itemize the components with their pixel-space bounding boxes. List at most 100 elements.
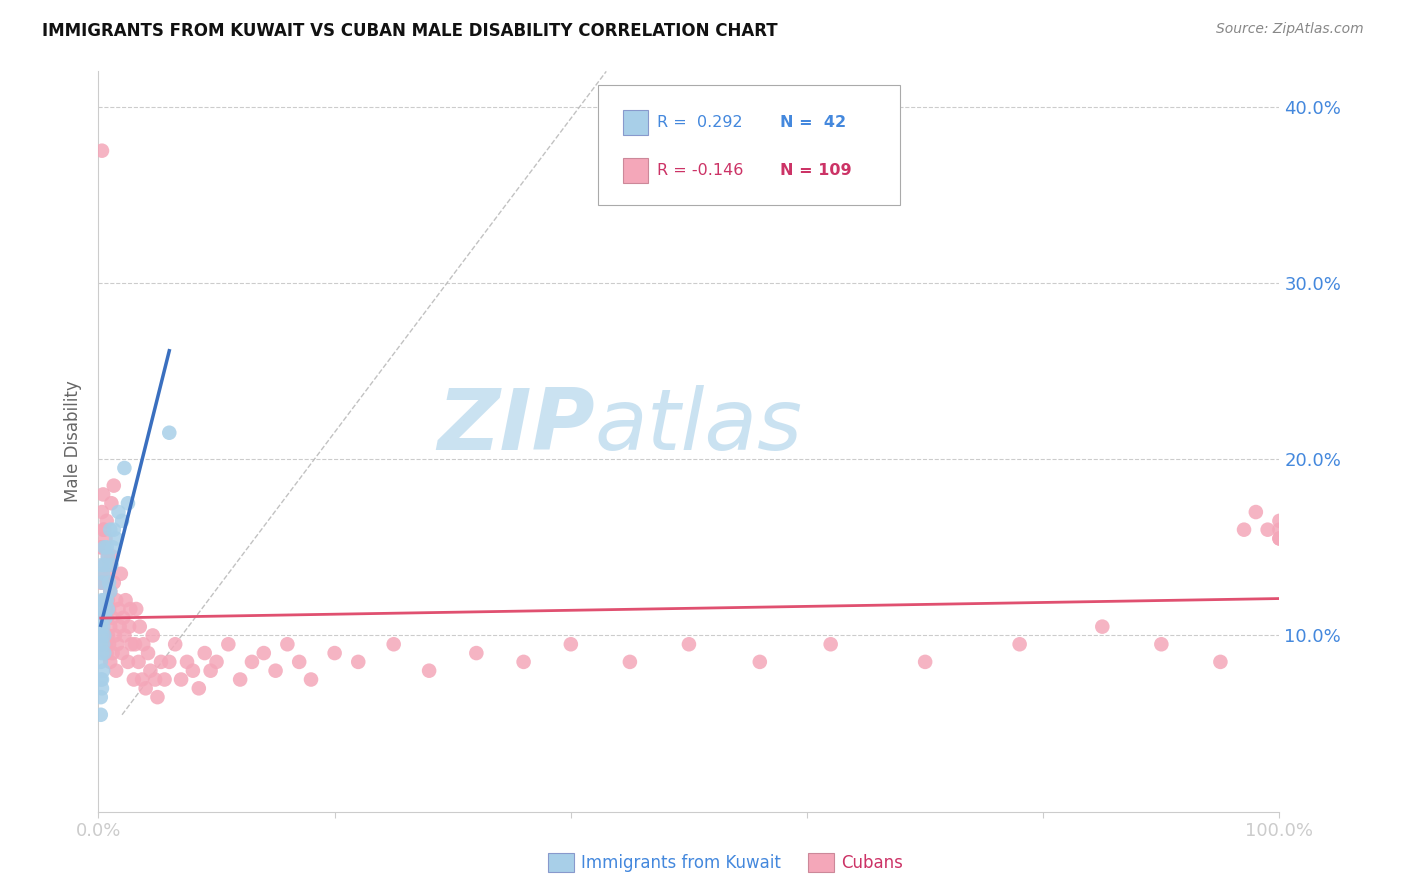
Point bbox=[93, 593, 115, 607]
Point bbox=[914, 655, 936, 669]
Point bbox=[112, 611, 135, 625]
Point bbox=[128, 619, 150, 633]
Point bbox=[118, 619, 141, 633]
Point bbox=[98, 558, 121, 572]
Point bbox=[465, 646, 488, 660]
Point bbox=[97, 549, 120, 563]
Point bbox=[90, 707, 112, 722]
Point bbox=[93, 558, 115, 572]
Point bbox=[91, 575, 114, 590]
Point bbox=[117, 496, 139, 510]
Point bbox=[143, 673, 166, 687]
Point bbox=[131, 673, 153, 687]
Point bbox=[181, 664, 204, 678]
Point bbox=[91, 619, 114, 633]
Text: atlas: atlas bbox=[595, 385, 803, 468]
Point bbox=[111, 514, 134, 528]
Point bbox=[122, 673, 145, 687]
Point bbox=[125, 602, 148, 616]
Point bbox=[98, 523, 121, 537]
Point bbox=[142, 628, 165, 642]
Point bbox=[157, 655, 180, 669]
Point bbox=[91, 681, 114, 696]
Point bbox=[91, 637, 114, 651]
Point bbox=[97, 549, 120, 563]
Point bbox=[93, 593, 115, 607]
Point bbox=[93, 541, 115, 555]
Point bbox=[124, 637, 146, 651]
Point bbox=[97, 602, 120, 616]
Point bbox=[110, 566, 132, 581]
Point bbox=[120, 602, 142, 616]
Point bbox=[105, 532, 128, 546]
Point bbox=[90, 690, 112, 705]
Point bbox=[91, 628, 114, 642]
Point bbox=[418, 664, 440, 678]
Point bbox=[90, 575, 112, 590]
Point bbox=[139, 664, 162, 678]
Point bbox=[1091, 619, 1114, 633]
Point bbox=[112, 628, 135, 642]
Point bbox=[187, 681, 209, 696]
Point bbox=[146, 690, 169, 705]
Point bbox=[98, 575, 121, 590]
Point bbox=[347, 655, 370, 669]
Point bbox=[153, 673, 176, 687]
Point bbox=[98, 637, 121, 651]
Point bbox=[91, 541, 114, 555]
Point bbox=[98, 619, 121, 633]
Point bbox=[91, 505, 114, 519]
Text: N = 109: N = 109 bbox=[780, 163, 852, 178]
Point bbox=[90, 602, 112, 616]
Point bbox=[105, 593, 128, 607]
Point bbox=[90, 541, 112, 555]
Point bbox=[98, 584, 121, 599]
Point bbox=[103, 523, 125, 537]
Point bbox=[323, 646, 346, 660]
Point bbox=[121, 637, 143, 651]
Point bbox=[91, 558, 114, 572]
Point bbox=[91, 611, 114, 625]
Point bbox=[1268, 523, 1291, 537]
Point bbox=[1257, 523, 1279, 537]
Point bbox=[96, 514, 118, 528]
Point bbox=[93, 628, 115, 642]
Point bbox=[91, 611, 114, 625]
Point bbox=[276, 637, 298, 651]
Point bbox=[107, 602, 129, 616]
Point bbox=[157, 425, 180, 440]
Point bbox=[91, 602, 114, 616]
Point bbox=[128, 655, 150, 669]
Point bbox=[205, 655, 228, 669]
Point bbox=[217, 637, 239, 651]
Point bbox=[100, 549, 122, 563]
Text: ZIP: ZIP bbox=[437, 385, 595, 468]
Point bbox=[104, 628, 127, 642]
Point bbox=[1150, 637, 1173, 651]
Point bbox=[91, 593, 114, 607]
Point bbox=[560, 637, 582, 651]
Point bbox=[96, 611, 118, 625]
Point bbox=[108, 619, 131, 633]
Point bbox=[382, 637, 405, 651]
Point bbox=[94, 566, 117, 581]
Point bbox=[98, 584, 121, 599]
Point bbox=[820, 637, 842, 651]
Point bbox=[1008, 637, 1031, 651]
Text: Immigrants from Kuwait: Immigrants from Kuwait bbox=[581, 854, 780, 871]
Text: Cubans: Cubans bbox=[841, 854, 903, 871]
Point bbox=[98, 655, 121, 669]
Point bbox=[150, 655, 173, 669]
Text: R = -0.146: R = -0.146 bbox=[657, 163, 742, 178]
Point bbox=[90, 637, 112, 651]
Point bbox=[200, 664, 222, 678]
Point bbox=[1244, 505, 1267, 519]
Text: R =  0.292: R = 0.292 bbox=[657, 115, 742, 130]
Point bbox=[111, 646, 134, 660]
Point bbox=[91, 575, 114, 590]
Point bbox=[1268, 532, 1291, 546]
Text: N =  42: N = 42 bbox=[780, 115, 846, 130]
Point bbox=[91, 541, 114, 555]
Point bbox=[114, 593, 136, 607]
Point bbox=[100, 558, 122, 572]
